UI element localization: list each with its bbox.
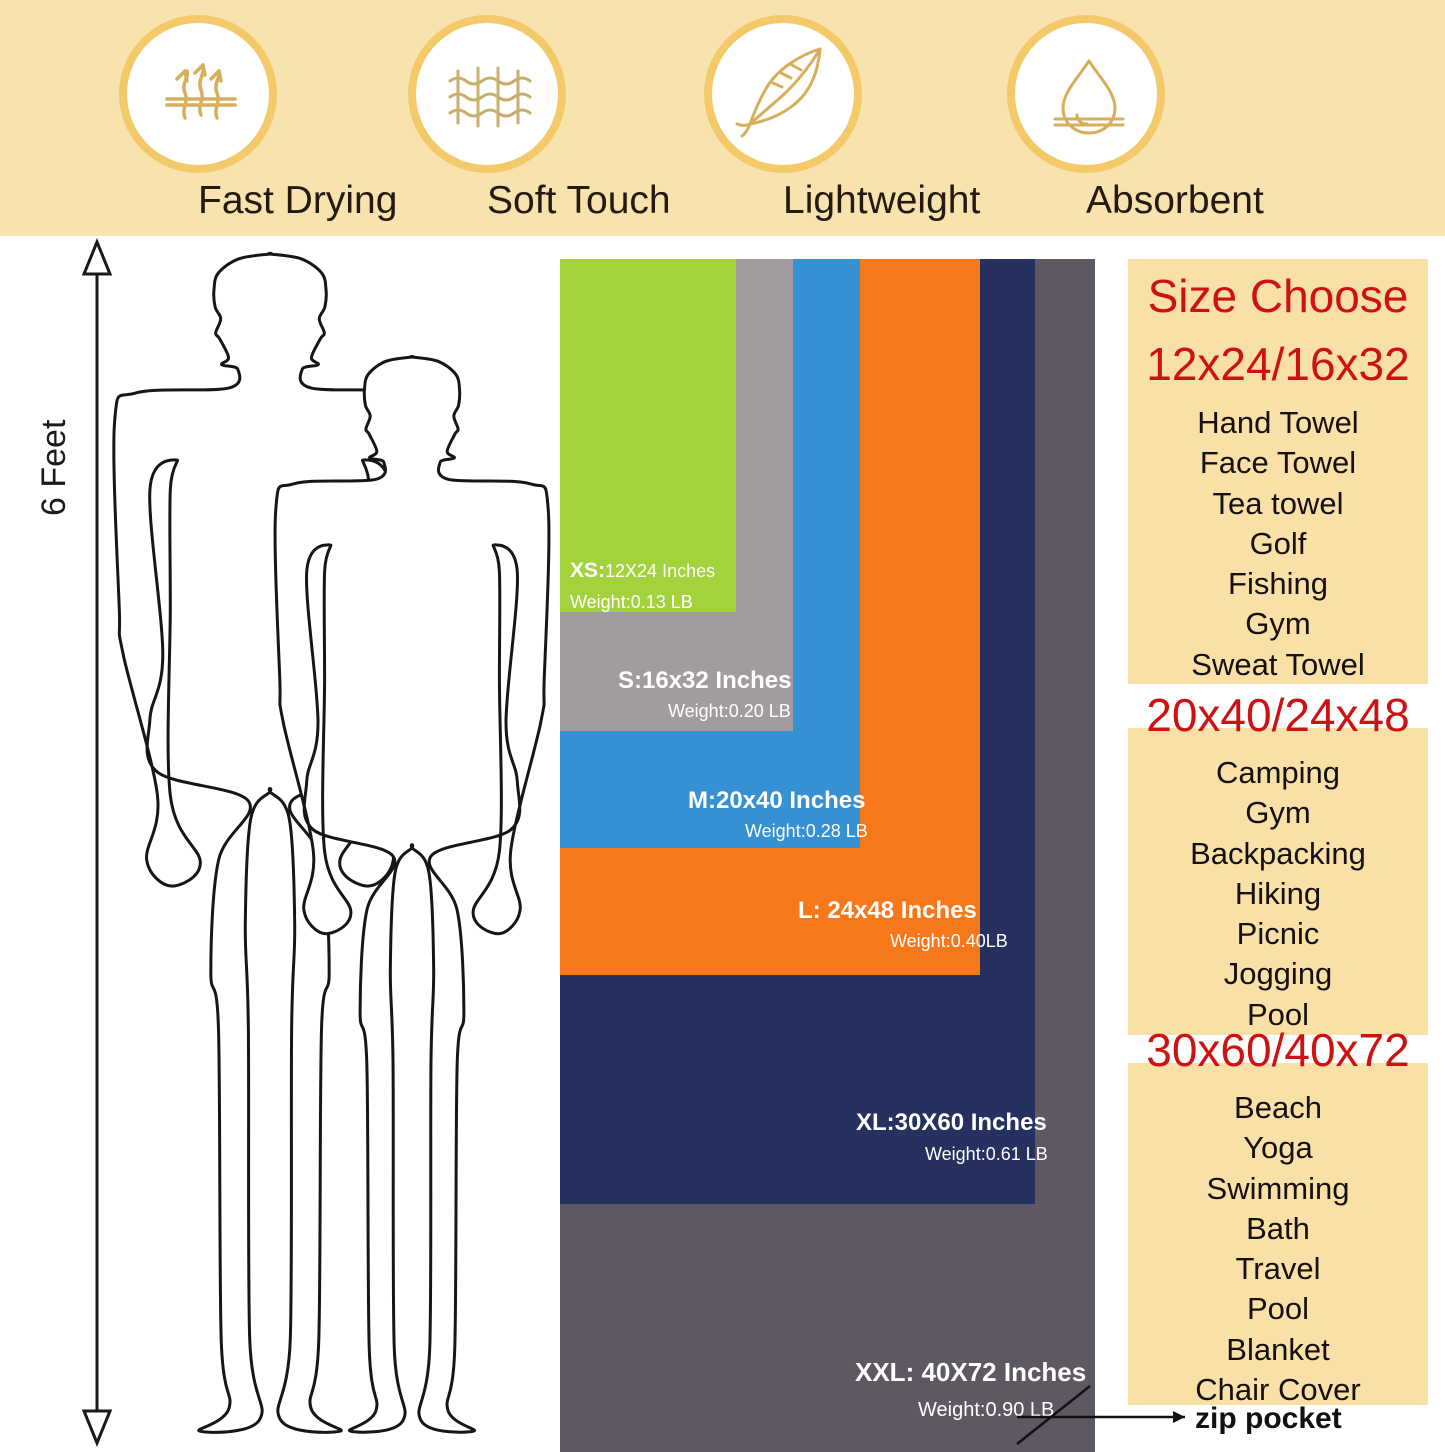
svg-text:6 Feet: 6 Feet [35,419,73,516]
